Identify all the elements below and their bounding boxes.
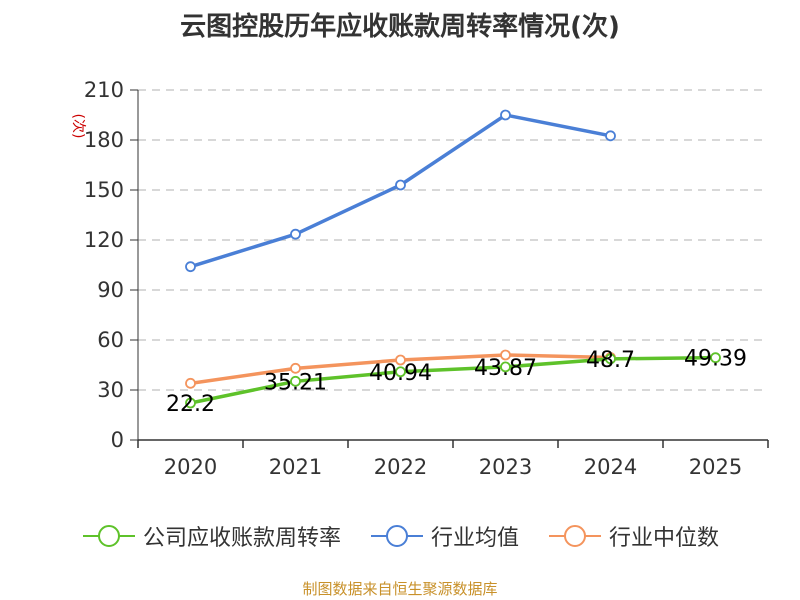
legend-company-marker <box>82 525 135 547</box>
legend-median-label: 行业中位数 <box>609 526 720 551</box>
legend-company-label: 公司应收账款周转率 <box>142 526 341 551</box>
legend-item-industry-median[interactable]: 行业中位数 <box>547 520 719 552</box>
legend-item-company[interactable]: 公司应收账款周转率 <box>81 520 341 552</box>
legend: 公司应收账款周转率 行业均值 行业中位数 <box>0 520 800 552</box>
y-tick-label-90: 90 <box>97 278 124 302</box>
series-1-point-2022 <box>395 179 406 191</box>
x-tick-label-2024: 2024 <box>584 455 637 479</box>
series-1-point-2024 <box>605 130 616 142</box>
series-2-point-2022 <box>395 354 406 366</box>
series-1-point-2020 <box>185 261 196 273</box>
series-2-point-2023 <box>500 349 511 361</box>
y-tick-label-210: 210 <box>84 78 124 102</box>
y-tick-label-120: 120 <box>84 228 124 252</box>
series-1-point-2021 <box>290 228 301 240</box>
y-tick-label-60: 60 <box>97 328 124 352</box>
data-label-2023: 43.87 <box>474 356 537 381</box>
data-label-layer: 22.2 35.21 40.94 43.87 48.7 49.39 <box>166 347 747 417</box>
y-tick-label-180: 180 <box>84 128 124 152</box>
series-1-point-2023 <box>500 109 511 121</box>
series-line-0 <box>190 355 716 405</box>
series-0-point-2020 <box>185 397 196 409</box>
series-line-1 <box>189 113 611 269</box>
x-tick-label-2025: 2025 <box>689 455 742 479</box>
legend-median-marker <box>549 525 601 547</box>
series-0-point-2023 <box>500 361 511 373</box>
source-note: 制图数据来自恒生聚源数据库 <box>302 580 498 598</box>
x-tick-label-2021: 2021 <box>269 455 322 479</box>
axis-layer: 0 30 60 90 120 150 180 210 (次) 2020 2021 2022 2023 20… <box>70 78 769 479</box>
data-label-2020: 22.2 <box>166 392 215 417</box>
x-tick-label-2020: 2020 <box>164 455 217 479</box>
y-tick-label-150: 150 <box>84 178 124 202</box>
series-0-point-2022 <box>395 366 406 378</box>
y-tick-label-30: 30 <box>97 378 124 402</box>
series-2-point-2020 <box>185 377 196 389</box>
series-layer <box>185 109 721 409</box>
data-label-2021: 35.21 <box>264 370 327 395</box>
data-label-2025: 49.39 <box>684 347 747 372</box>
data-label-2024: 48.7 <box>586 348 635 373</box>
legend-average-label: 行业均值 <box>430 526 519 551</box>
data-label-2022: 40.94 <box>369 361 432 386</box>
legend-item-industry-average[interactable]: 行业均值 <box>369 520 519 552</box>
x-tick-label-2023: 2023 <box>479 455 532 479</box>
x-tick-label-2022: 2022 <box>374 455 427 479</box>
grid-layer <box>138 89 768 391</box>
y-axis-unit-label: (次) <box>70 114 86 139</box>
series-2-point-2021 <box>290 362 301 374</box>
series-0-point-2025 <box>710 352 721 364</box>
series-0-point-2024 <box>605 353 616 365</box>
series-0-point-2021 <box>290 375 301 387</box>
y-tick-label-0: 0 <box>111 428 124 452</box>
chart-title: 云图控股历年应收账款周转率情况(次) <box>180 12 620 42</box>
legend-average-marker <box>370 525 423 547</box>
